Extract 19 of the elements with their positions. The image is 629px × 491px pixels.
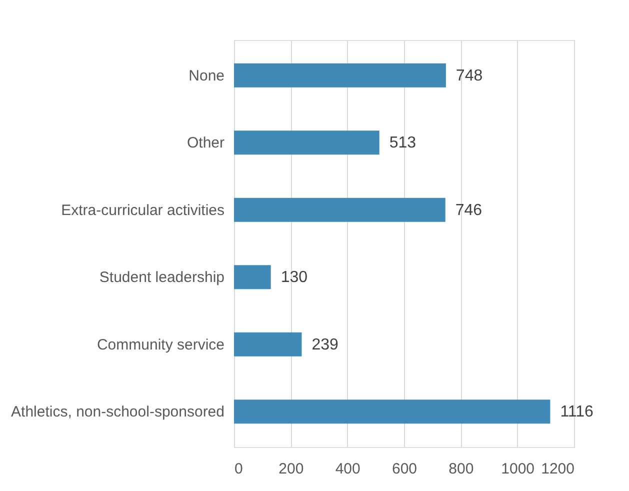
- y-tick-label: Other: [186, 134, 225, 152]
- x-tick-label: 200: [278, 460, 304, 478]
- x-tick-label: 1200: [541, 460, 574, 478]
- x-tick-label: 400: [335, 460, 360, 478]
- data-label: 746: [455, 202, 482, 219]
- y-tick-label: Extra-curricular activities: [61, 202, 224, 219]
- y-tick-label: Athletics, non-school-sponsored: [11, 404, 224, 421]
- x-tick-label: 800: [448, 460, 474, 478]
- data-label: 1116: [560, 404, 594, 421]
- data-label: 748: [456, 67, 483, 84]
- x-tick-label: 600: [392, 460, 418, 478]
- y-tick-label: None: [188, 67, 224, 84]
- x-tick-label: 1000: [501, 460, 535, 478]
- x-tick-label: 0: [234, 460, 243, 478]
- y-tick-label: Student leadership: [99, 269, 224, 286]
- data-label: 513: [389, 134, 416, 152]
- y-tick-label: Community service: [96, 336, 224, 354]
- data-label: 130: [280, 269, 308, 286]
- data-label: 239: [312, 336, 339, 354]
